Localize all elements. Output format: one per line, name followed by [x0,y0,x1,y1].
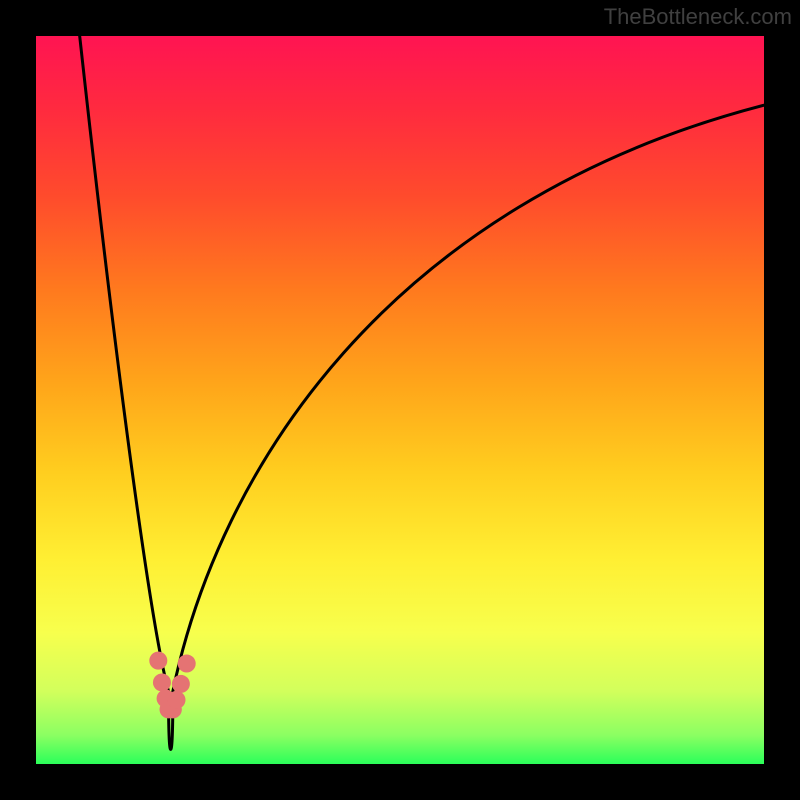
chart-frame: TheBottleneck.com [0,0,800,800]
trough-marker [153,673,171,691]
trough-marker [172,675,190,693]
trough-marker [178,655,196,673]
trough-marker [149,652,167,670]
bottleneck-curve-chart [0,0,800,800]
watermark-label: TheBottleneck.com [604,4,792,30]
gradient-background [36,36,764,764]
trough-marker [168,691,186,709]
